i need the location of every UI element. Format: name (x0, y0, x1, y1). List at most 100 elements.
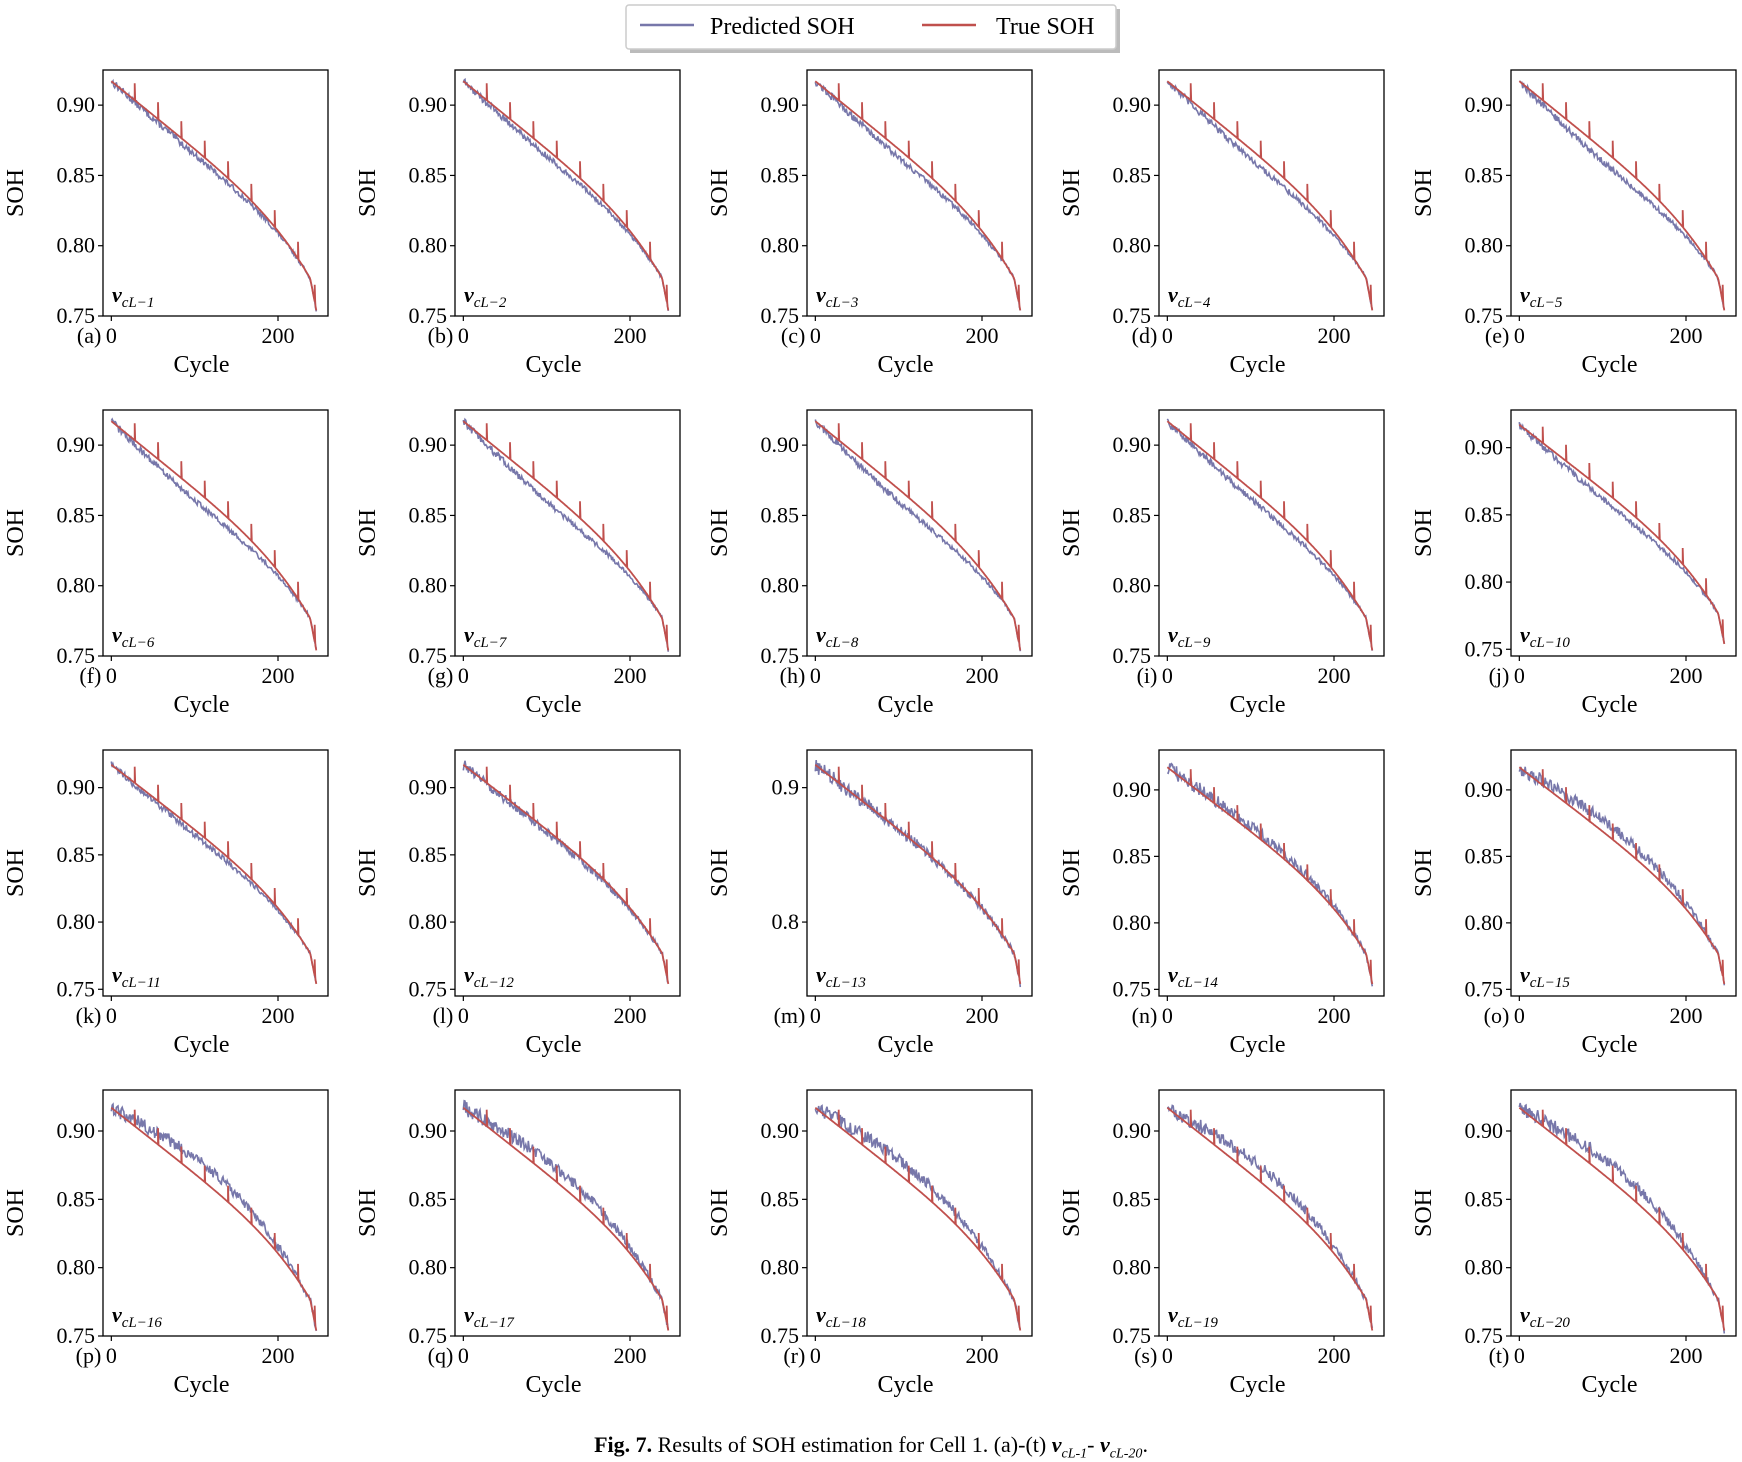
subplot-variable-subscript: cL−5 (1530, 295, 1563, 311)
subplot-frame (454, 409, 681, 657)
y-tick-label: 0.90 (57, 432, 96, 457)
y-tick-label: 0.85 (1465, 843, 1504, 868)
x-axis-label: Cycle (878, 692, 934, 718)
subplot-variable-symbol: v (1168, 962, 1178, 987)
x-axis-label: Cycle (174, 1372, 230, 1398)
panel-label: (h) (780, 663, 806, 688)
subplot-variable-symbol: v (1168, 1302, 1178, 1327)
subplot-variable-label: vcL−4 (1168, 282, 1211, 311)
y-axis-label: SOH (707, 1189, 733, 1237)
subplot-variable-symbol: v (1168, 282, 1178, 307)
subplot-variable-subscript: cL−1 (122, 295, 155, 311)
subplot-variable-symbol: v (112, 622, 122, 647)
y-axis-label: SOH (1059, 169, 1085, 217)
true-soh-line (462, 420, 670, 651)
caption-text: Results of SOH estimation for Cell 1. (a… (657, 1432, 1047, 1457)
y-tick-label: 0.80 (409, 573, 448, 598)
x-tick-label: 0 (1514, 663, 1525, 688)
panel-label: (n) (1132, 1003, 1158, 1028)
y-tick-label: 0.85 (1465, 162, 1504, 187)
subplot-o: 0 200 0.75 0.80 0.85 0.90 Cycle SOH (o) vcL−15 (1411, 749, 1737, 1058)
caption-var-first: v (1051, 1432, 1062, 1457)
y-tick-label: 0.80 (1465, 910, 1504, 935)
subplot-variable-subscript: cL−13 (826, 975, 866, 991)
caption-sub-first: cL-1 (1061, 1446, 1088, 1462)
subplot-variable-subscript: cL−19 (1178, 1315, 1219, 1331)
subplot-variable-subscript: cL−11 (122, 975, 161, 991)
y-tick-label: 0.90 (761, 432, 800, 457)
panel-label: (p) (76, 1343, 102, 1368)
x-axis-label: Cycle (1582, 692, 1638, 718)
y-tick-label: 0.80 (409, 909, 448, 934)
subplot-frame (1158, 69, 1385, 317)
y-tick-label: 0.75 (57, 1323, 96, 1348)
y-tick-label: 0.80 (1465, 233, 1504, 258)
y-tick-label: 0.80 (57, 1255, 96, 1280)
subplot-variable-symbol: v (112, 1302, 122, 1327)
predicted-soh-line (814, 82, 1022, 311)
x-axis-label: Cycle (1230, 1032, 1286, 1058)
predicted-soh-line (814, 1104, 1022, 1330)
subplot-frame (806, 409, 1033, 657)
x-tick-label: 200 (262, 323, 295, 348)
y-tick-label: 0.90 (761, 92, 800, 117)
subplot-d: 0 200 0.75 0.80 0.85 0.90 Cycle SOH (d) vcL−4 (1059, 69, 1385, 378)
true-soh-line (110, 764, 318, 985)
y-tick-label: 0.75 (57, 643, 96, 668)
subplot-variable-symbol: v (1168, 622, 1178, 647)
subplot-h: 0 200 0.75 0.80 0.85 0.90 Cycle SOH (h) vcL−8 (707, 409, 1033, 718)
x-axis-label: Cycle (1230, 1372, 1286, 1398)
subplot-frame (806, 749, 1033, 997)
subplot-variable-label: vcL−5 (1520, 282, 1563, 311)
predicted-soh-line (110, 78, 318, 312)
panel-label: (j) (1489, 663, 1510, 688)
y-tick-label: 0.90 (1465, 92, 1504, 117)
subplot-variable-label: vcL−2 (464, 282, 507, 311)
y-tick-label: 0.85 (1113, 162, 1152, 187)
y-tick-label: 0.90 (1113, 92, 1152, 117)
y-tick-label: 0.80 (761, 233, 800, 258)
subplot-variable-subscript: cL−2 (474, 295, 507, 311)
x-tick-label: 0 (1514, 323, 1525, 348)
y-tick-label: 0.90 (57, 92, 96, 117)
x-axis-label: Cycle (1582, 1032, 1638, 1058)
subplot-frame (454, 69, 681, 317)
y-axis-label: SOH (3, 849, 29, 897)
y-axis-label: SOH (355, 849, 381, 897)
x-tick-label: 0 (106, 663, 117, 688)
subplot-variable-label: vcL−20 (1520, 1302, 1570, 1331)
y-axis-label: SOH (1411, 169, 1437, 217)
subplot-variable-symbol: v (464, 622, 474, 647)
panel-label: (m) (774, 1003, 806, 1028)
subplot-variable-symbol: v (816, 282, 826, 307)
y-tick-label: 0.80 (57, 573, 96, 598)
caption-dash: - (1087, 1432, 1095, 1457)
subplot-g: 0 200 0.75 0.80 0.85 0.90 Cycle SOH (g) vcL−7 (355, 409, 681, 718)
x-tick-label: 0 (458, 323, 469, 348)
panel-label: (q) (428, 1343, 454, 1368)
subplot-variable-symbol: v (816, 962, 826, 987)
predicted-soh-line (1166, 762, 1374, 987)
y-tick-label: 0.90 (1465, 435, 1504, 460)
x-tick-label: 200 (1318, 1343, 1351, 1368)
predicted-soh-line (1518, 1102, 1726, 1334)
y-tick-label: 0.90 (1113, 777, 1152, 802)
y-tick-label: 0.90 (1465, 1118, 1504, 1143)
y-tick-label: 0.75 (1113, 643, 1152, 668)
x-tick-label: 0 (810, 663, 821, 688)
x-tick-label: 0 (106, 1003, 117, 1028)
x-tick-label: 200 (1670, 663, 1703, 688)
panel-label: (i) (1137, 663, 1158, 688)
y-tick-label: 0.90 (409, 775, 448, 800)
subplot-variable-symbol: v (1520, 962, 1530, 987)
x-axis-label: Cycle (1582, 352, 1638, 378)
subplot-variable-label: vcL−1 (112, 282, 154, 311)
y-tick-label: 0.9 (772, 775, 800, 800)
subplot-variable-subscript: cL−16 (122, 1315, 163, 1331)
subplot-variable-symbol: v (816, 622, 826, 647)
subplot-c: 0 200 0.75 0.80 0.85 0.90 Cycle SOH (c) vcL−3 (707, 69, 1033, 378)
y-tick-label: 0.90 (409, 1118, 448, 1143)
y-tick-label: 0.85 (57, 1186, 96, 1211)
subplot-k: 0 200 0.75 0.80 0.85 0.90 Cycle SOH (k) vcL−11 (3, 749, 329, 1058)
true-soh-line (110, 420, 318, 651)
